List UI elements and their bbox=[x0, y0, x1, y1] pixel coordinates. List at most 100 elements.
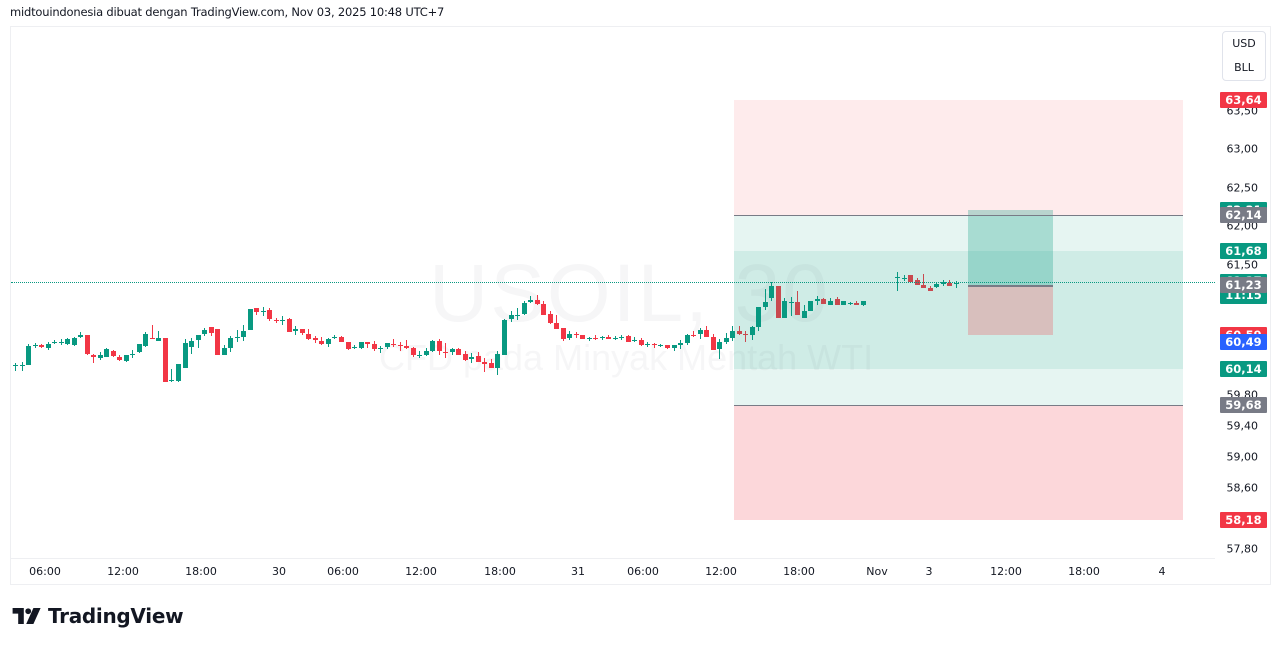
candle-body bbox=[795, 302, 801, 315]
candle-body bbox=[541, 303, 547, 315]
candle-wick bbox=[719, 339, 721, 360]
candle-wick bbox=[725, 333, 727, 344]
candle-body bbox=[267, 309, 273, 320]
candle-body bbox=[241, 331, 247, 337]
candle-body bbox=[26, 346, 32, 365]
candle-body bbox=[488, 363, 494, 368]
candle-body bbox=[717, 342, 723, 350]
time-tick: 12:00 bbox=[107, 565, 139, 578]
price-label: 58,18 bbox=[1220, 512, 1267, 529]
candle-body bbox=[619, 336, 625, 338]
candle-body bbox=[528, 299, 534, 303]
price-tick: 61,50 bbox=[1226, 258, 1259, 271]
time-tick: 30 bbox=[272, 565, 286, 578]
tradingview-logo[interactable]: TradingView bbox=[12, 604, 184, 628]
candle-body bbox=[254, 308, 260, 313]
candle-body bbox=[723, 338, 729, 343]
candle-body bbox=[156, 338, 162, 342]
price-tick: 59,40 bbox=[1226, 419, 1259, 433]
candle-wick bbox=[660, 343, 662, 347]
short-profit-box bbox=[968, 209, 1053, 286]
candle-wick bbox=[923, 273, 925, 289]
candle-body bbox=[547, 313, 553, 323]
candle-body bbox=[417, 354, 423, 356]
price-label: 61,68 bbox=[1220, 242, 1267, 259]
candle-wick bbox=[15, 363, 16, 371]
time-tick: 18:00 bbox=[1068, 565, 1100, 578]
candle-body bbox=[625, 336, 631, 343]
candle-body bbox=[901, 277, 907, 279]
candle-body bbox=[593, 337, 599, 339]
candle-body bbox=[495, 353, 501, 368]
candle-body bbox=[293, 329, 299, 332]
zone-boundary-line bbox=[734, 215, 1183, 217]
candle-body bbox=[143, 333, 149, 347]
candle-body bbox=[312, 338, 318, 340]
candle-body bbox=[762, 302, 768, 307]
candle-wick bbox=[21, 361, 23, 371]
candle-body bbox=[638, 339, 644, 346]
time-tick: Nov bbox=[866, 565, 888, 578]
candle-body bbox=[130, 353, 136, 355]
candle-body bbox=[306, 333, 312, 340]
candle-wick bbox=[790, 296, 792, 317]
candle-body bbox=[769, 286, 775, 299]
short-loss-box bbox=[968, 285, 1053, 335]
candle-body bbox=[319, 340, 325, 344]
candle-body bbox=[345, 342, 351, 350]
candle-body bbox=[612, 337, 618, 340]
time-axis[interactable]: 06:00 12:00 18:00 30 06:00 12:00 18:00 31 06:00 1… bbox=[11, 558, 1215, 585]
candle-wick bbox=[856, 300, 858, 306]
candle-body bbox=[697, 329, 703, 334]
candle-body bbox=[671, 345, 677, 349]
candle-body bbox=[775, 286, 781, 318]
candle-wick bbox=[34, 343, 36, 348]
candle-body bbox=[808, 301, 814, 311]
candle-body bbox=[149, 337, 155, 339]
candle-body bbox=[215, 329, 221, 355]
candle-body bbox=[71, 337, 77, 346]
candle-wick bbox=[393, 339, 395, 347]
candle-body bbox=[691, 335, 697, 337]
candle-body bbox=[573, 333, 579, 336]
candle-body bbox=[462, 353, 468, 360]
candle-wick bbox=[380, 346, 382, 354]
currency-unit-button[interactable]: USD BLL bbox=[1222, 31, 1266, 81]
candle-body bbox=[176, 363, 181, 381]
chart-attribution: midtouindonesia dibuat dengan TradingVie… bbox=[10, 5, 445, 19]
candle-body bbox=[391, 343, 397, 345]
candle-body bbox=[371, 343, 377, 350]
price-label: 63,64 bbox=[1220, 91, 1267, 108]
price-label: 60,14 bbox=[1220, 361, 1267, 378]
candle-body bbox=[586, 337, 592, 339]
short-entry-line bbox=[968, 285, 1053, 288]
time-tick: 31 bbox=[571, 565, 585, 578]
time-tick: 3 bbox=[925, 565, 933, 578]
chart-plot-area[interactable]: USOIL, 30 CFD pada Minyak Mentah WTI bbox=[11, 27, 1215, 558]
candle-body bbox=[273, 319, 279, 322]
candle-body bbox=[443, 351, 449, 354]
candle-body bbox=[352, 346, 358, 349]
candle-body bbox=[189, 340, 195, 347]
candle-body bbox=[397, 344, 403, 347]
price-axis[interactable]: 63,50 63,00 62,50 62,00 61,50 59,80 59,40 59,00… bbox=[1215, 27, 1270, 584]
time-tick: 12:00 bbox=[705, 565, 737, 578]
candle-body bbox=[834, 299, 840, 306]
candle-wick bbox=[262, 306, 264, 317]
candle-body bbox=[847, 303, 853, 304]
candle-body bbox=[908, 275, 914, 283]
candle-body bbox=[449, 349, 455, 353]
price-tick: 63,00 bbox=[1226, 142, 1259, 156]
candle-body bbox=[651, 343, 657, 346]
candle-body bbox=[704, 329, 710, 337]
time-tick: 4 bbox=[1158, 565, 1166, 578]
chart-frame bbox=[10, 26, 1271, 585]
candle-wick bbox=[445, 343, 447, 359]
symbol-watermark: USOIL, 30 bbox=[429, 248, 830, 339]
candle-body bbox=[65, 339, 71, 344]
candle-body bbox=[208, 326, 214, 334]
candle-body bbox=[332, 336, 338, 339]
candle-wick bbox=[197, 335, 199, 348]
candle-body bbox=[934, 283, 940, 287]
candle-wick bbox=[588, 336, 590, 342]
